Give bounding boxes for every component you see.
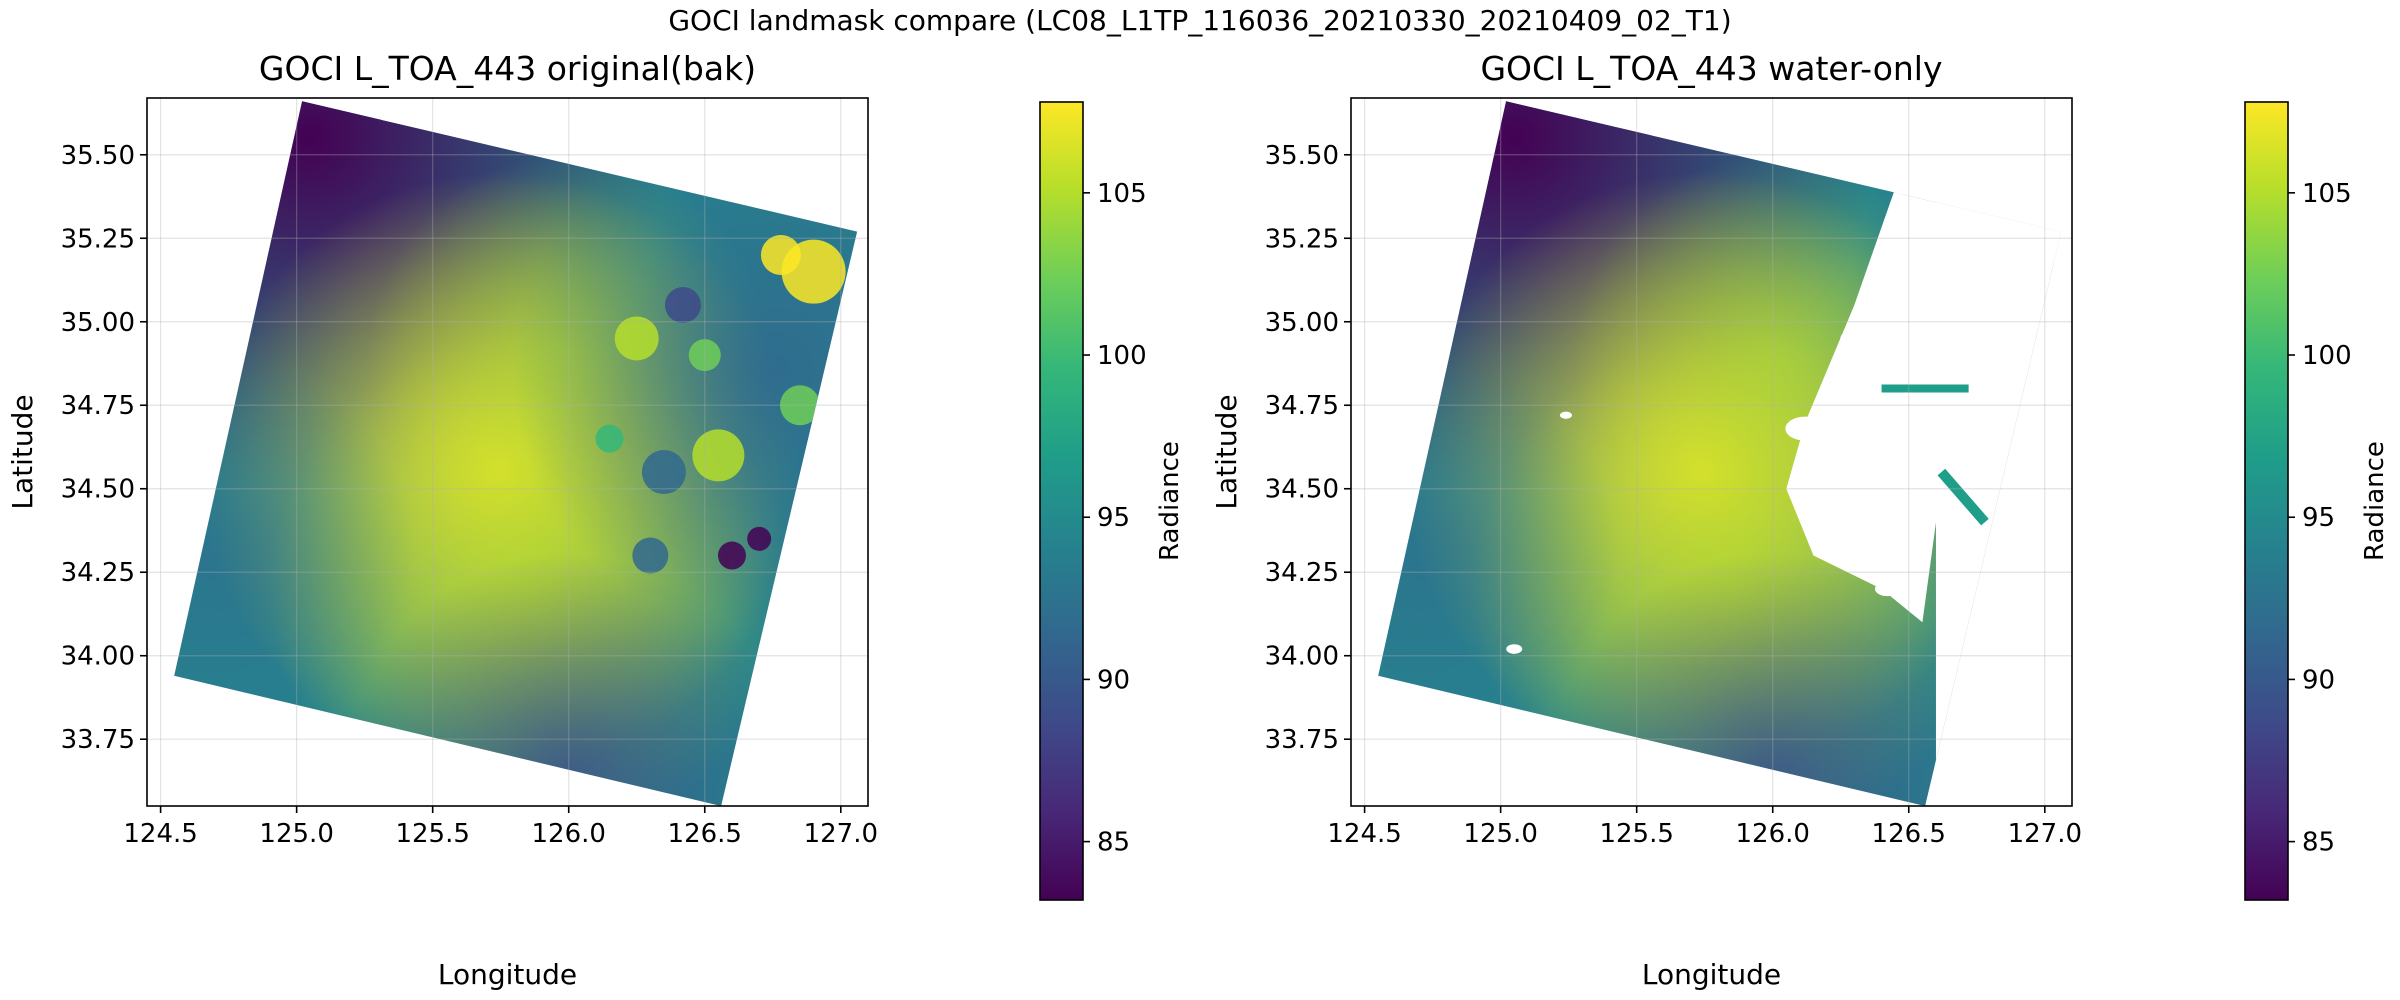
- island-mask: [1506, 644, 1523, 654]
- island-mask: [1874, 581, 1899, 597]
- colorbar-gradient: [1040, 102, 1083, 900]
- y-tick-label: 34.25: [61, 558, 135, 588]
- y-axis-label: Latitude: [6, 394, 39, 509]
- panel-title: GOCI L_TOA_443 original(bak): [259, 49, 756, 88]
- island-mask: [1822, 375, 1843, 388]
- y-tick-label: 34.50: [61, 475, 135, 505]
- colorbar-tick-label: 85: [1097, 828, 1130, 858]
- colorbar-tick-label: 95: [1097, 503, 1130, 533]
- panel-water-only: GOCI L_TOA_443 water-only 124.5 125.0 125.5…: [1210, 49, 2390, 991]
- axes-frame: [1350, 97, 2073, 807]
- radiance-image: [1378, 101, 2062, 806]
- y-tick-label: 34.50: [1265, 475, 1339, 505]
- land-feature: [595, 424, 624, 453]
- colorbar: 85 90 95 100 105 Radiance: [2244, 101, 2390, 901]
- x-tick-label: 126.0: [1735, 819, 1809, 849]
- land-feature: [641, 450, 686, 495]
- colorbar-tick-label: 85: [2302, 828, 2335, 858]
- land-feature: [692, 429, 745, 482]
- y-tick-label: 35.00: [1265, 308, 1339, 338]
- y-tick-label: 34.75: [1265, 391, 1339, 421]
- coastal-channel: [1937, 468, 1989, 526]
- axes-frame: [146, 97, 869, 807]
- y-tick-label: 35.00: [61, 308, 135, 338]
- land-feature: [747, 526, 772, 551]
- x-tick-label: 124.5: [123, 819, 197, 849]
- x-tick-label: 126.5: [1872, 819, 1946, 849]
- y-tick-label: 34.75: [61, 391, 135, 421]
- land-feature: [688, 339, 721, 372]
- colorbar-tick-label: 105: [1097, 179, 1147, 209]
- x-axis-label: Longitude: [438, 958, 577, 991]
- land-feature: [664, 287, 701, 324]
- x-tick-label: 125.5: [1599, 819, 1673, 849]
- y-tick-label: 34.25: [1265, 558, 1339, 588]
- x-tick-label: 126.5: [668, 819, 742, 849]
- colorbar-gradient: [2245, 102, 2288, 900]
- colorbar-frame: [2244, 101, 2289, 901]
- colorbar-label: Radiance: [1155, 441, 1185, 561]
- radiance-image: [174, 101, 858, 806]
- y-tick-label: 35.50: [61, 141, 135, 171]
- land-feature: [779, 385, 820, 426]
- land-dark-ne: [174, 101, 858, 806]
- land-feature: [717, 541, 746, 570]
- colorbar-tick-label: 95: [2302, 503, 2335, 533]
- x-tick-label: 126.0: [531, 819, 605, 849]
- island-mask: [1785, 416, 1826, 441]
- x-tick-label: 127.0: [2008, 819, 2082, 849]
- x-tick-label: 127.0: [804, 819, 878, 849]
- y-axis-label: Latitude: [1210, 394, 1243, 509]
- panel-title: GOCI L_TOA_443 water-only: [1480, 49, 1942, 88]
- colorbar: 85 90 95 100 105 Radiance: [1039, 101, 1185, 901]
- y-tick-label: 34.00: [61, 642, 135, 672]
- colorbar-tick-label: 105: [2302, 179, 2352, 209]
- y-tick-label: 34.00: [1265, 642, 1339, 672]
- x-tick-label: 124.5: [1327, 819, 1401, 849]
- x-axis-label: Longitude: [1642, 958, 1781, 991]
- island-mask: [1559, 411, 1572, 419]
- panel-original: GOCI L_TOA_443 original(bak) 124.5 125.0 12…: [6, 49, 1185, 991]
- island-mask: [1840, 330, 1869, 347]
- land-feature: [614, 316, 659, 361]
- y-tick-label: 35.25: [1265, 224, 1339, 254]
- colorbar-tick-label: 90: [2302, 665, 2335, 695]
- colorbar-frame: [1039, 101, 1084, 901]
- y-tick-label: 33.75: [1265, 725, 1339, 755]
- land-feature: [760, 234, 801, 275]
- colorbar-label: Radiance: [2360, 441, 2390, 561]
- land-feature: [632, 537, 669, 574]
- island-mask: [1818, 458, 1863, 486]
- x-tick-label: 125.0: [259, 819, 333, 849]
- y-tick-label: 35.25: [61, 224, 135, 254]
- x-tick-label: 125.0: [1463, 819, 1537, 849]
- colorbar-tick-label: 100: [2302, 341, 2352, 371]
- land-mask-east: [1935, 101, 2062, 806]
- colorbar-tick-label: 90: [1097, 665, 1130, 695]
- figure-suptitle: GOCI landmask compare (LC08_L1TP_116036_…: [668, 4, 1731, 37]
- colorbar-tick-label: 100: [1097, 341, 1147, 371]
- x-tick-label: 125.5: [395, 819, 469, 849]
- y-tick-label: 35.50: [1265, 141, 1339, 171]
- y-tick-label: 33.75: [61, 725, 135, 755]
